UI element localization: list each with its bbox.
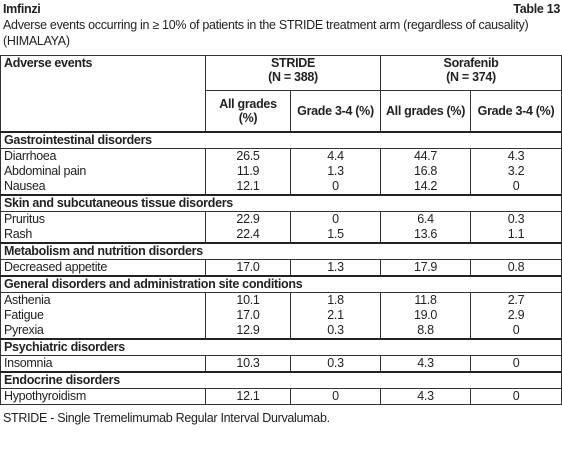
cell-value: 12.1	[205, 388, 291, 405]
cell-value: 17.0	[205, 259, 291, 277]
cell-value: 11.9	[205, 164, 291, 179]
table-label: Table 13	[513, 2, 560, 16]
group-n: (N = 374)	[446, 70, 496, 84]
cell-value: 10.3	[205, 355, 291, 373]
data-row: Asthenia 10.1 1.8 11.8 2.7	[0, 292, 562, 308]
cell-value: 3.2	[470, 164, 562, 179]
brand: Imfinzi	[3, 2, 41, 16]
event-name: Pruritus	[0, 211, 206, 227]
caption: Adverse events occurring in ≥ 10% of pat…	[3, 18, 529, 48]
cell-value: 2.9	[470, 308, 562, 323]
cell-value: 13.6	[380, 227, 472, 244]
column-header: Adverse events	[0, 55, 206, 133]
group-name: STRIDE	[270, 56, 316, 70]
cell-value: 0	[289, 211, 382, 227]
cell-value: 0	[470, 323, 562, 340]
header-row: Adverse events STRIDE (N = 388) Sorafenib (N…	[0, 55, 562, 133]
cell-value: 12.1	[205, 179, 291, 196]
cell-value: 0	[470, 179, 562, 196]
data-row: Abdominal pain 11.9 1.3 16.8 3.2	[0, 164, 562, 179]
cell-value: 0.3	[289, 355, 382, 373]
event-name: Asthenia	[0, 292, 206, 308]
data-row: Hypothyroidism 12.1 0 4.3 0	[0, 388, 562, 405]
footnote: STRIDE - Single Tremelimumab Regular Int…	[3, 411, 330, 425]
data-row: Rash 22.4 1.5 13.6 1.1	[0, 227, 562, 244]
section-row: Gastrointestinal disorders	[0, 131, 562, 149]
cell-value: 10.1	[205, 292, 291, 308]
section-name: Endocrine disorders	[0, 371, 562, 389]
cell-value: 2.1	[289, 308, 382, 323]
cell-value: 1.1	[470, 227, 562, 244]
section-name: Psychiatric disorders	[0, 338, 562, 356]
subheader-row: All grades (%) Grade 3-4 (%) All grades (%…	[1, 90, 562, 133]
cell-value: 0	[289, 388, 382, 405]
cell-value: 16.8	[380, 164, 472, 179]
data-row: Pyrexia 12.9 0.3 8.8 0	[0, 323, 562, 340]
cell-value: 1.5	[289, 227, 382, 244]
cell-value: 19.0	[380, 308, 472, 323]
event-name: Diarrhoea	[0, 148, 206, 164]
section-row: Skin and subcutaneous tissue disorders	[0, 194, 562, 212]
section-name: Skin and subcutaneous tissue disorders	[0, 194, 562, 212]
event-name: Insomnia	[0, 355, 206, 373]
cell-value: 26.5	[205, 148, 291, 164]
event-name: Decreased appetite	[0, 259, 206, 277]
subcolumn-header: Grade 3-4 (%)	[470, 90, 562, 133]
cell-value: 4.3	[380, 355, 472, 373]
data-row: Nausea 12.1 0 14.2 0	[0, 179, 562, 196]
section-row: Psychiatric disorders	[0, 338, 562, 356]
section-row: General disorders and administration sit…	[0, 275, 562, 293]
cell-value: 0.3	[470, 211, 562, 227]
event-name: Abdominal pain	[0, 164, 206, 179]
section-name: Gastrointestinal disorders	[0, 131, 562, 149]
cell-value: 0.3	[289, 323, 382, 340]
cell-value: 4.4	[289, 148, 382, 164]
cell-value: 0	[470, 388, 562, 405]
cell-value: 1.8	[289, 292, 382, 308]
data-row: Decreased appetite 17.0 1.3 17.9 0.8	[0, 259, 562, 277]
cell-value: 11.8	[380, 292, 472, 308]
section-name: General disorders and administration sit…	[0, 275, 562, 293]
header: Imfinzi Table 13	[0, 0, 562, 17]
subcolumn-header: All grades (%)	[380, 90, 472, 133]
cell-value: 4.3	[380, 388, 472, 405]
cell-value: 1.3	[289, 259, 382, 277]
section-row: Metabolism and nutrition disorders	[0, 242, 562, 260]
cell-value: 0	[470, 355, 562, 373]
group-header: STRIDE (N = 388)	[204, 55, 382, 91]
cell-value: 0.8	[470, 259, 562, 277]
data-row: Insomnia 10.3 0.3 4.3 0	[0, 355, 562, 373]
cell-value: 17.0	[205, 308, 291, 323]
cell-value: 44.7	[380, 148, 472, 164]
cell-value: 22.4	[205, 227, 291, 244]
cell-value: 14.2	[380, 179, 472, 196]
group-n: (N = 388)	[268, 70, 318, 84]
data-row: Fatigue 17.0 2.1 19.0 2.9	[0, 308, 562, 323]
event-name: Hypothyroidism	[0, 388, 206, 405]
group-header: Sorafenib (N = 374)	[380, 55, 562, 91]
section-name: Metabolism and nutrition disorders	[0, 242, 562, 260]
cell-value: 17.9	[380, 259, 472, 277]
subcolumn-header: Grade 3-4 (%)	[289, 90, 382, 133]
cell-value: 4.3	[470, 148, 562, 164]
data-row: Diarrhoea 26.5 4.4 44.7 4.3	[0, 148, 562, 164]
cell-value: 2.7	[470, 292, 562, 308]
subcolumn-header: All grades (%)	[205, 90, 291, 133]
event-name: Fatigue	[0, 308, 206, 323]
data-row: Pruritus 22.9 0 6.4 0.3	[0, 211, 562, 227]
cell-value: 8.8	[380, 323, 472, 340]
event-name: Rash	[0, 227, 206, 244]
event-name: Pyrexia	[0, 323, 206, 340]
cell-value: 0	[289, 179, 382, 196]
event-name: Nausea	[0, 179, 206, 196]
cell-value: 1.3	[289, 164, 382, 179]
cell-value: 12.9	[205, 323, 291, 340]
cell-value: 6.4	[380, 211, 472, 227]
group-name: Sorafenib	[443, 56, 499, 70]
cell-value: 22.9	[205, 211, 291, 227]
section-row: Endocrine disorders	[0, 371, 562, 389]
ae-table: Adverse events STRIDE (N = 388) Sorafenib (N…	[0, 55, 562, 405]
